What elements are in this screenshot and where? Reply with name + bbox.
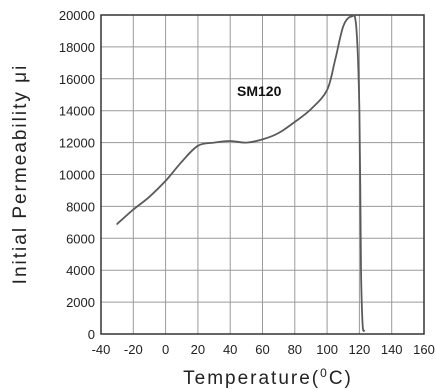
x-tick-label-5: 60	[255, 342, 269, 357]
x-tick-label-0: -40	[92, 342, 111, 357]
y-tick-label-10: 20000	[59, 8, 95, 23]
y-tick-label-8: 16000	[59, 72, 95, 87]
y-tick-label-4: 8000	[66, 199, 95, 214]
y-tick-label-9: 18000	[59, 40, 95, 55]
x-tick-label-4: 40	[223, 342, 237, 357]
x-axis-title: Temperature(0C)	[183, 366, 353, 389]
grid-lines	[100, 14, 425, 335]
y-tick-label-2: 4000	[66, 263, 95, 278]
plot-frame	[100, 14, 425, 335]
x-axis-title-superscript: 0	[320, 366, 329, 380]
y-tick-label-0: 0	[88, 327, 95, 342]
x-tick-label-6: 80	[288, 342, 302, 357]
y-axis-title: Initial Permeability μi	[10, 64, 31, 285]
series-line-0	[116, 14, 366, 332]
series-lines	[116, 14, 366, 332]
x-tick-label-9: 140	[381, 342, 403, 357]
y-tick-label-3: 6000	[66, 231, 95, 246]
y-tick-label-6: 12000	[59, 136, 95, 151]
x-tick-label-7: 100	[316, 342, 338, 357]
x-tick-label-10: 160	[413, 342, 435, 357]
x-axis-title-end: C)	[329, 368, 353, 389]
series-annotation: SM120	[237, 83, 282, 99]
x-tick-label-8: 120	[349, 342, 371, 357]
x-tick-label-3: 20	[191, 342, 205, 357]
x-tick-label-1: -20	[124, 342, 143, 357]
x-tick-labels: -40 -20 0 20 40 60 80 100 120 140 160	[92, 342, 435, 357]
y-tick-label-5: 10000	[59, 168, 95, 183]
x-tick-label-2: 0	[162, 342, 169, 357]
y-tick-label-1: 2000	[66, 295, 95, 310]
y-tick-label-7: 14000	[59, 104, 95, 119]
y-tick-labels: 0 2000 4000 6000 8000 10000 12000 14000 16000 180…	[59, 8, 95, 342]
x-axis-title-main: Temperature(	[183, 368, 320, 389]
